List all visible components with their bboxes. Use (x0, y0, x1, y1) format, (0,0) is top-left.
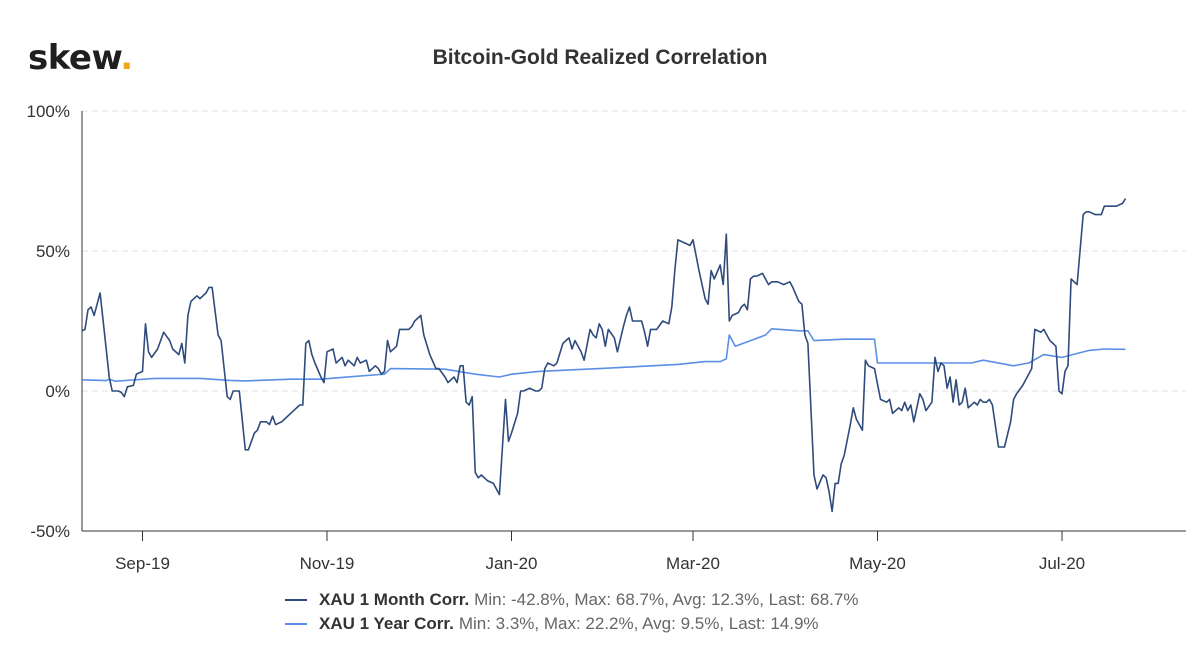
legend-item-1-month[interactable]: XAU 1 Month Corr. Min: -42.8%, Max: 68.7… (285, 588, 858, 612)
x-tick-label-5: Jul-20 (1039, 554, 1085, 573)
grid-layer (82, 110, 1186, 392)
y-tick-label-3: -50% (30, 522, 70, 541)
y-tick-label-1: 50% (36, 242, 70, 261)
skew-logo: skew. (28, 38, 133, 78)
legend-item-1-year[interactable]: XAU 1 Year Corr. Min: 3.3%, Max: 22.2%, … (285, 612, 858, 636)
legend-swatch-1-month (285, 599, 307, 601)
x-tick-label-3: Mar-20 (666, 554, 720, 573)
legend-name-1-month: XAU 1 Month Corr. (319, 590, 470, 609)
x-tick-label-0: Sep-19 (115, 554, 170, 573)
legend-swatch-1-year (285, 623, 307, 625)
legend: XAU 1 Month Corr. Min: -42.8%, Max: 68.7… (285, 588, 858, 636)
legend-name-1-year: XAU 1 Year Corr. (319, 614, 454, 633)
legend-stats-1-month: Min: -42.8%, Max: 68.7%, Avg: 12.3%, Las… (474, 590, 859, 609)
x-tick-label-4: May-20 (849, 554, 906, 573)
legend-stats-1-year: Min: 3.3%, Max: 22.2%, Avg: 9.5%, Last: … (458, 614, 819, 633)
series-line-1-month-corr (81, 198, 1127, 513)
x-tick-label-2: Jan-20 (486, 554, 538, 573)
y-tick-label-0: 100% (27, 102, 70, 121)
series-line-1-year-corr (81, 328, 1126, 382)
logo-dot: . (120, 38, 133, 78)
y-tick-label-2: 0% (45, 382, 70, 401)
axis-layer: 100% 50% 0% -50% Sep-19 Nov-19 Jan-20 Mar-20 May… (27, 102, 1186, 573)
chart-title: Bitcoin-Gold Realized Correlation (432, 46, 768, 69)
x-tick-label-1: Nov-19 (300, 554, 355, 573)
logo-text: skew (28, 38, 121, 78)
series-layer (81, 198, 1127, 513)
